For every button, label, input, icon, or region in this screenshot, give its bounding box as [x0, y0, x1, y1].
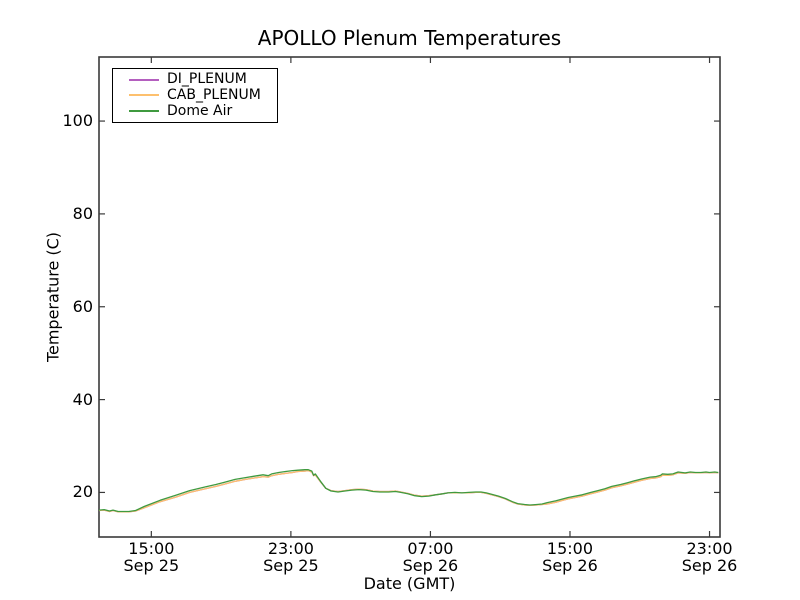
x-tick-label-text: Sep 25	[123, 555, 180, 575]
legend-label: CAB_PLENUM	[167, 86, 261, 103]
legend-item-di-plenum: DI_PLENUM	[129, 72, 273, 87]
x-tick-label-text: 07:00	[407, 539, 454, 558]
y-tick-label: 20	[0, 483, 93, 501]
y-tick-label-text: 40	[72, 389, 93, 409]
x-tick-label: 23:00 Sep 26	[640, 539, 780, 575]
di-plenum-line-swatch	[129, 78, 159, 81]
y-tick-label: 80	[0, 203, 93, 223]
x-tick-label-text: 15:00	[546, 539, 594, 558]
y-tick-label-text: 100	[62, 111, 93, 131]
legend-label: Dome Air	[167, 102, 233, 119]
legend: DI_PLENUM CAB_PLENUM Dome Air	[112, 68, 278, 123]
legend-label: DI_PLENUM	[167, 71, 247, 88]
x-tick-label-text: 15:00	[128, 539, 175, 558]
axes-frame	[98, 56, 721, 538]
series-line-dome-air	[98, 469, 719, 513]
x-tick-label: 15:00 Sep 25	[81, 539, 221, 575]
x-axis-label: Date (GMT)	[363, 574, 456, 593]
y-tick-label: 40	[0, 389, 93, 409]
legend-item-cab-plenum: CAB_PLENUM	[129, 86, 273, 103]
x-tick-label-text: 23:00	[267, 539, 314, 558]
x-tick-label: 23:00 Sep 25	[221, 539, 361, 575]
x-tick-label-text: Sep 26	[681, 555, 738, 575]
y-tick-label-text: 20	[72, 482, 93, 502]
chart-title: APOLLO Plenum Temperatures	[257, 26, 562, 50]
x-tick-label-text: Sep 25	[263, 555, 319, 575]
cab-plenum-line-swatch	[129, 94, 159, 97]
y-tick-label-text: 60	[72, 296, 93, 316]
y-tick-label: 100	[0, 112, 93, 130]
x-tick-label: 15:00 Sep 26	[500, 539, 640, 575]
series-line-cab-plenum	[98, 469, 719, 513]
dome-air-line-swatch	[129, 110, 159, 113]
x-tick-label-text: Sep 26	[402, 555, 459, 575]
x-tick-label-text: 23:00	[686, 539, 733, 558]
y-tick-label-text: 80	[72, 203, 93, 223]
legend-item-dome-air: Dome Air	[129, 102, 273, 119]
y-tick-label: 60	[0, 296, 93, 316]
x-tick-label: 07:00 Sep 26	[360, 539, 500, 575]
x-tick-label-text: Sep 26	[542, 555, 598, 575]
